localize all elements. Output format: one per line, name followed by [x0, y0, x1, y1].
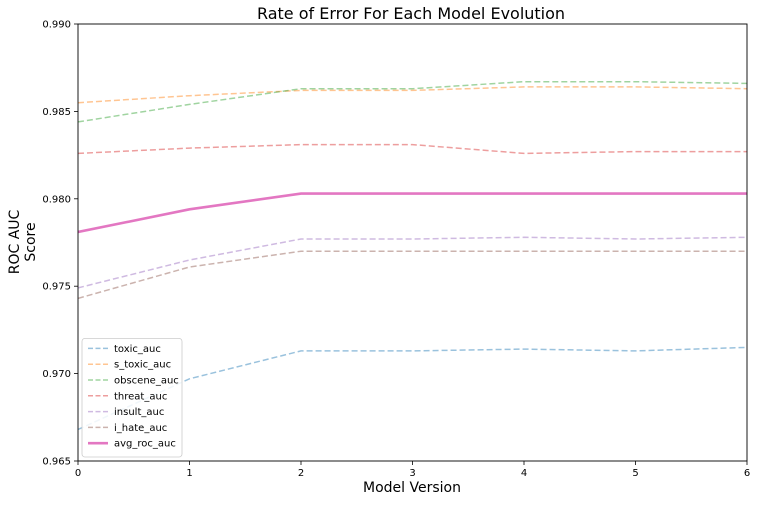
x-tick-label: 6 — [744, 468, 750, 479]
y-tick-label: 0.965 — [42, 457, 71, 468]
x-tick-label: 4 — [521, 468, 527, 479]
y-tick-label: 0.985 — [42, 107, 71, 118]
series-line-i_hate_auc — [78, 250, 747, 300]
legend-label-threat_auc: threat_auc — [114, 391, 167, 402]
y-tick-label: 0.990 — [42, 20, 71, 31]
series-line-toxic_auc — [78, 346, 747, 431]
legend-label-toxic_auc: toxic_auc — [114, 344, 161, 355]
y-tick-label: 0.980 — [42, 194, 71, 205]
x-axis-label: Model Version — [363, 480, 461, 496]
legend-label-insult_auc: insult_auc — [114, 407, 164, 418]
legend-label-obscene_auc: obscene_auc — [114, 376, 179, 387]
x-tick-label: 5 — [632, 468, 638, 479]
legend-label-s_toxic_auc: s_toxic_auc — [114, 360, 171, 371]
series-line-obscene_auc — [78, 80, 747, 123]
x-tick-label: 2 — [298, 468, 304, 479]
y-tick-label: 0.975 — [42, 282, 71, 293]
chart-title: Rate of Error For Each Model Evolution — [257, 4, 565, 23]
legend: toxic_auc s_toxic_auc obscene_auc threat_au… — [81, 337, 183, 458]
series-line-avg_roc_auc — [78, 192, 747, 234]
x-tick-label: 0 — [75, 468, 81, 479]
series-line-threat_auc — [78, 143, 747, 155]
series-line-s_toxic_auc — [78, 86, 747, 104]
y-tick-label: 0.970 — [42, 369, 71, 380]
y-axis-label-line1: ROC AUC — [7, 209, 23, 274]
x-tick-label: 3 — [409, 468, 415, 479]
y-axis-label-line2: Score — [23, 222, 39, 261]
legend-label-i_hate_auc: i_hate_auc — [114, 423, 167, 434]
series-line-insult_auc — [78, 236, 747, 289]
x-tick-label: 1 — [186, 468, 192, 479]
legend-box — [81, 337, 183, 458]
legend-label-avg_roc_auc: avg_roc_auc — [114, 439, 176, 450]
